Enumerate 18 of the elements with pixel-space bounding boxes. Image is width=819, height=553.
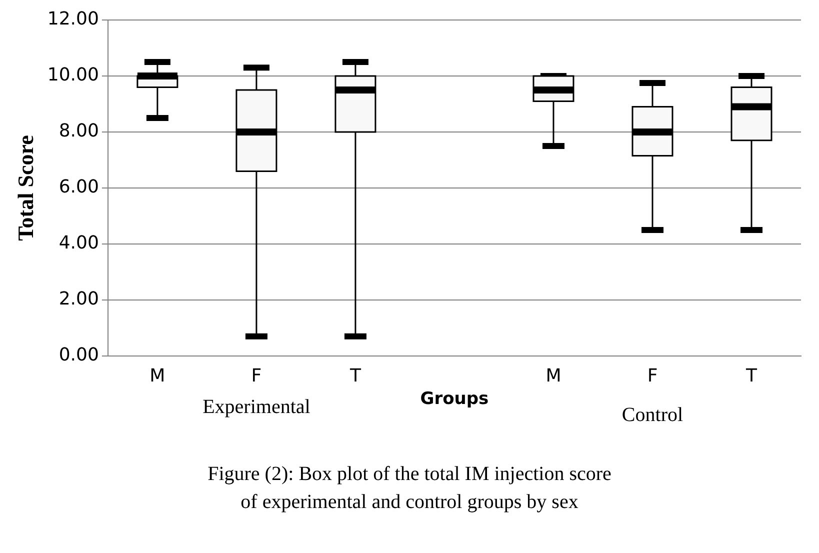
x-tick-label: F xyxy=(647,365,658,386)
x-tick-label: M xyxy=(546,365,562,386)
y-axis-title: Total Score xyxy=(12,134,38,241)
y-tick-label: 6.00 xyxy=(58,176,99,198)
text: Control xyxy=(622,404,684,427)
x-tick-label: M xyxy=(150,365,166,386)
x-axis-title: Groups xyxy=(420,389,489,410)
y-tick-label: 12.00 xyxy=(47,8,99,30)
y-tick-label: 4.00 xyxy=(58,232,99,254)
x-tick-label: T xyxy=(744,365,758,386)
y-tick-label: 8.00 xyxy=(58,120,99,142)
text: Experimental xyxy=(202,396,310,419)
y-tick-label: 10.00 xyxy=(47,64,99,86)
y-tick-label: 2.00 xyxy=(58,288,99,310)
x-tick-label: F xyxy=(251,365,262,386)
x-tick-label: T xyxy=(348,365,362,386)
y-tick-label: 0.00 xyxy=(58,344,99,366)
text: Figure (2): Box plot of the total IM injection score of experimental and control groups by sex xyxy=(206,462,612,515)
